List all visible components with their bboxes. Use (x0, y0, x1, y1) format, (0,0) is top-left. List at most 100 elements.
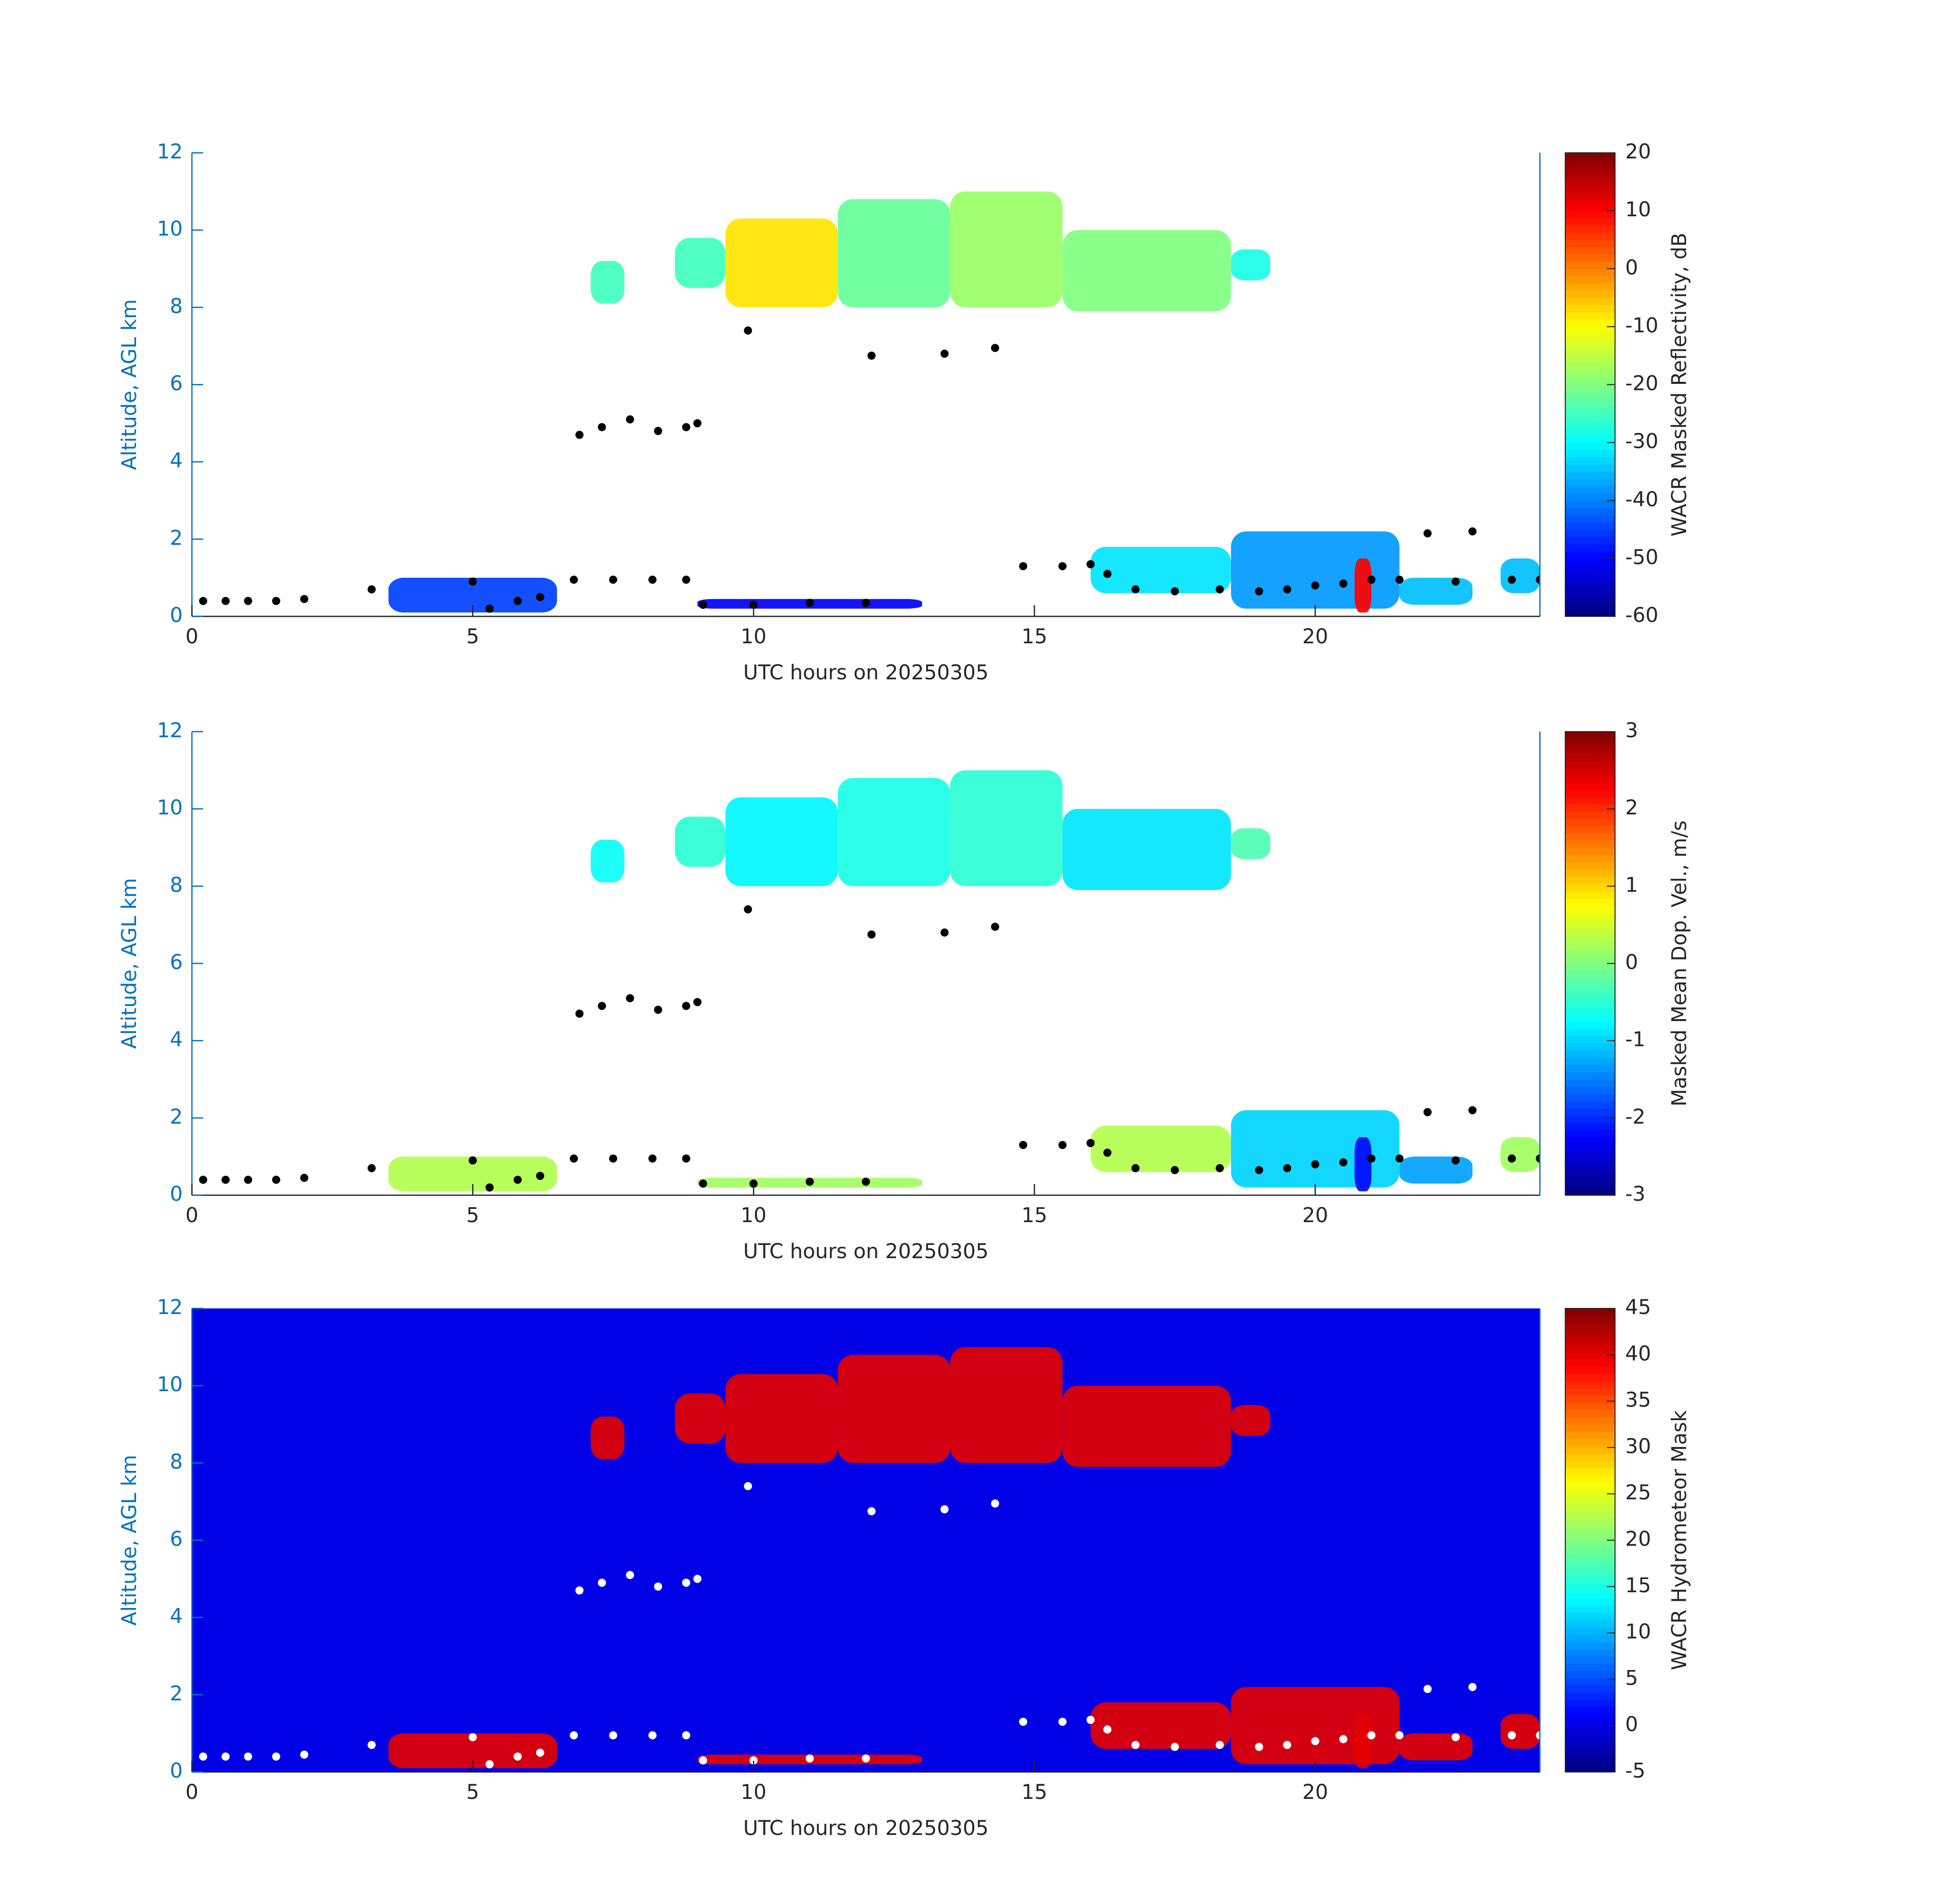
colorbar-swatch (1565, 1166, 1615, 1174)
colorbar-swatch (1565, 1101, 1615, 1109)
echo-region (950, 1347, 1063, 1463)
cloud-base-point (368, 1164, 376, 1172)
cloud-base-point (749, 1756, 758, 1765)
cloud-base-point (749, 1179, 758, 1188)
cloud-base-point (862, 599, 870, 607)
cloud-base-point (598, 423, 606, 432)
cloud-base-point (199, 597, 208, 605)
cloud-base-point (244, 1175, 252, 1184)
colorbar-tick-label: -50 (1625, 546, 1658, 569)
echo-region (1399, 577, 1473, 605)
cloud-base-point (1215, 1741, 1224, 1749)
colorbar-swatch (1565, 1094, 1615, 1102)
cloud-base-point (1367, 1154, 1376, 1163)
colorbar-swatch (1565, 1627, 1615, 1635)
cloud-base-point (682, 1579, 690, 1587)
cloud-base-point (221, 1175, 230, 1184)
cloud-base-point (862, 1177, 870, 1186)
colorbar-swatch (1565, 1605, 1615, 1613)
cloud-base-point (368, 1741, 376, 1749)
cloud-base-point (1170, 1166, 1179, 1174)
colorbar-tick-label: 0 (1625, 951, 1638, 974)
colorbar-swatch (1565, 261, 1615, 269)
cloud-base-point (536, 593, 544, 601)
colorbar-swatch (1565, 1757, 1615, 1765)
cloud-base-point (699, 1756, 707, 1765)
colorbar-swatch (1565, 1504, 1615, 1512)
x-tick-label: 20 (1302, 1781, 1328, 1804)
colorbar-tick-label: -3 (1625, 1183, 1645, 1206)
cloud-base-point (513, 597, 522, 605)
cloud-base-point (1367, 575, 1376, 584)
cloud-base-point (744, 1482, 752, 1490)
colorbar-swatch (1565, 826, 1615, 834)
colorbar-swatch (1565, 551, 1615, 559)
colorbar-swatch (1565, 1525, 1615, 1533)
colorbar-swatch (1565, 1555, 1615, 1562)
cloud-base-point (991, 923, 999, 931)
colorbar-swatch (1565, 883, 1615, 892)
echo-region (950, 191, 1063, 308)
cloud-base-point (682, 1731, 690, 1739)
colorbar-swatch (1565, 847, 1615, 856)
echo-region (1399, 1733, 1473, 1761)
colorbar-tick-label: 20 (1625, 1528, 1651, 1551)
colorbar-swatch (1565, 537, 1615, 544)
colorbar-swatch (1565, 515, 1615, 523)
y-tick-label: 8 (170, 873, 183, 897)
colorbar-swatch (1565, 1373, 1615, 1382)
colorbar-swatch (1565, 1424, 1615, 1432)
cloud-base-point (1283, 1164, 1292, 1172)
cloud-base-point (1283, 1741, 1292, 1749)
colorbar-swatch (1565, 804, 1615, 812)
colorbar-swatch (1565, 840, 1615, 848)
cloud-base-point (1536, 1154, 1540, 1163)
cloud-base-point (598, 1579, 606, 1587)
cloud-base-point (749, 601, 758, 609)
y-tick-label: 12 (157, 1296, 183, 1319)
colorbar-swatch (1565, 522, 1615, 530)
colorbar-swatch (1565, 1123, 1615, 1131)
cloud-base-point (693, 1574, 702, 1583)
echo-region (1399, 1156, 1473, 1184)
x-tick-label: 5 (466, 625, 479, 648)
x-tick-label: 15 (1022, 1204, 1047, 1227)
colorbar-swatch (1565, 1007, 1615, 1014)
y-tick-label: 10 (157, 1373, 183, 1396)
colorbar-swatch (1565, 1721, 1615, 1729)
colorbar-swatch (1565, 833, 1615, 841)
x-axis-label: UTC hours on 20250305 (743, 1240, 989, 1263)
cloud-base-point (654, 1582, 663, 1591)
colorbar-swatch (1565, 529, 1615, 537)
colorbar-swatch (1565, 1518, 1615, 1526)
cloud-base-point (940, 349, 949, 358)
cloud-base-point (1468, 1683, 1477, 1691)
echo-region (1062, 230, 1231, 311)
cloud-base-point (1058, 1141, 1067, 1150)
cloud-base-point (940, 928, 949, 937)
colorbar-swatch (1565, 1482, 1615, 1490)
colorbar-swatch (1565, 768, 1615, 776)
colorbar-tick-label: 35 (1625, 1389, 1651, 1412)
colorbar-swatch (1565, 782, 1615, 790)
x-tick-label: 10 (741, 1204, 767, 1227)
cloud-base-point (867, 351, 876, 360)
cloud-base-point (626, 1570, 634, 1579)
colorbar-swatch (1565, 1130, 1615, 1138)
echo-region (1231, 531, 1400, 609)
colorbar-swatch (1565, 326, 1615, 335)
colorbar-swatch (1565, 377, 1615, 385)
colorbar-swatch (1565, 1359, 1615, 1367)
x-tick-label: 20 (1302, 1204, 1328, 1227)
echo-region (725, 797, 838, 887)
colorbar-swatch (1565, 312, 1615, 320)
cloud-base-point (469, 1156, 477, 1165)
colorbar-swatch (1565, 442, 1615, 450)
colorbar-swatch (1565, 1540, 1615, 1548)
colorbar-swatch (1565, 341, 1615, 349)
colorbar-swatch (1565, 1323, 1615, 1331)
cloud-base-point (1087, 560, 1095, 569)
colorbar-swatch (1565, 1562, 1615, 1570)
colorbar-swatch (1565, 811, 1615, 819)
colorbar-swatch (1565, 1533, 1615, 1541)
